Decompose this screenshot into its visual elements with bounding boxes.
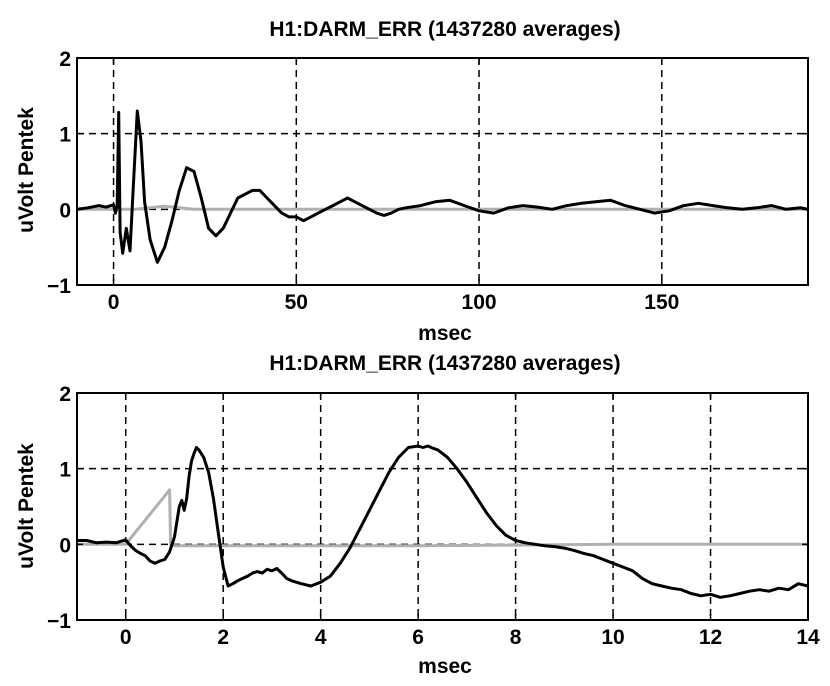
series-line-reference <box>77 488 808 548</box>
chart-panel-bottom: H1:DARM_ERR (1437280 averages) msec uVol… <box>15 352 820 678</box>
x-tick-label: 0 <box>108 291 120 314</box>
chart-panel-top: H1:DARM_ERR (1437280 averages) msec uVol… <box>15 18 809 345</box>
y-tick-label: 0 <box>59 199 71 222</box>
x-tick-label: 14 <box>796 626 820 649</box>
plot-frame <box>76 392 809 621</box>
x-tick-label: 10 <box>601 626 624 649</box>
plot-frame <box>76 57 809 286</box>
y-tick-label: −1 <box>47 275 71 298</box>
x-axis-label: msec <box>418 655 472 678</box>
y-tick-label: 2 <box>59 383 71 406</box>
y-tick-label: 0 <box>59 534 71 557</box>
series-line-reference <box>77 204 808 211</box>
chart-title: H1:DARM_ERR (1437280 averages) <box>269 18 620 41</box>
x-tick-label: 100 <box>462 291 497 314</box>
y-tick-label: 2 <box>59 48 71 71</box>
x-tick-label: 4 <box>315 626 327 649</box>
y-axis-label: uVolt Pentek <box>15 107 38 233</box>
x-tick-label: 12 <box>699 626 722 649</box>
y-tick-label: −1 <box>47 610 71 633</box>
y-axis-label: uVolt Pentek <box>15 443 38 569</box>
chart-title: H1:DARM_ERR (1437280 averages) <box>269 352 620 375</box>
y-tick-label: 1 <box>59 124 71 147</box>
x-axis-label: msec <box>418 322 472 345</box>
x-tick-label: 150 <box>644 291 679 314</box>
series-line-signal <box>77 444 808 599</box>
x-tick-label: 50 <box>285 291 308 314</box>
y-tick-label: 1 <box>59 459 71 482</box>
x-tick-label: 6 <box>412 626 424 649</box>
x-tick-label: 2 <box>217 626 229 649</box>
x-tick-label: 0 <box>120 626 132 649</box>
series-line-signal <box>77 109 808 264</box>
x-tick-label: 8 <box>510 626 522 649</box>
